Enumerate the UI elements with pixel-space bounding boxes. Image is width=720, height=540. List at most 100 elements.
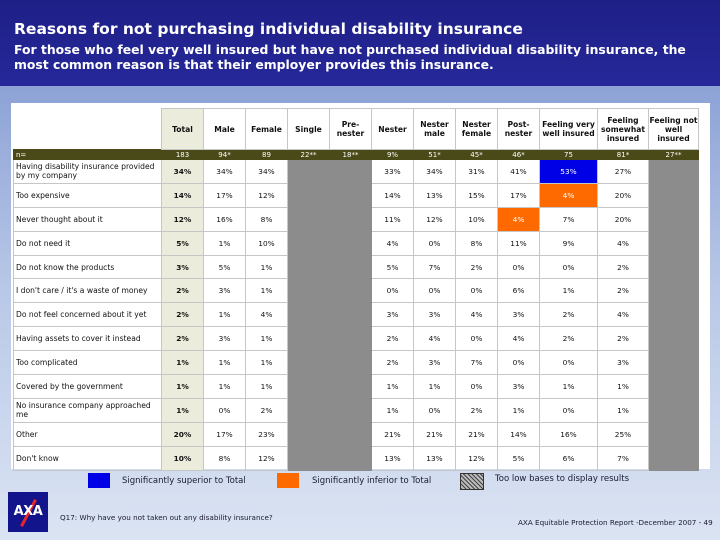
table-row: Too expensive 14% 17% 12% 14% 13% 15% 17% 4% 20% <box>13 182 699 208</box>
value-cell: 1% <box>245 326 288 352</box>
value-cell: 7% <box>597 445 649 471</box>
table-row: Do not need it 5% 1% 10% 4% 0% 8% 11% 9% 4% <box>13 230 699 256</box>
sample-size-value: 183 <box>161 149 204 160</box>
legend-superior-swatch <box>88 473 110 488</box>
value-cell: 6% <box>497 278 540 304</box>
column-header: Post- nester <box>497 108 540 150</box>
value-cell: 1% <box>413 374 456 399</box>
value-cell: 1% <box>245 350 288 376</box>
value-cell: 7% <box>413 254 456 280</box>
value-cell: 1% <box>203 374 246 399</box>
table-row: Too complicated 1% 1% 1% 2% 3% 7% 0% 0% 3% <box>13 350 699 376</box>
table-row: Do not know the products 3% 5% 1% 5% 7% 2% 0% 0%… <box>13 254 699 280</box>
footer-source: AXA Equitable Protection Report -Decembe… <box>518 518 713 527</box>
value-cell: 2% <box>455 397 498 423</box>
value-cell: 13% <box>413 445 456 471</box>
value-cell: 0% <box>203 397 246 423</box>
value-cell: 2% <box>455 254 498 280</box>
low-base-cell <box>329 230 372 256</box>
low-base-cell <box>648 206 699 232</box>
value-cell: 1% <box>245 374 288 399</box>
value-cell: 21% <box>371 421 414 447</box>
value-cell: 16% <box>203 206 246 232</box>
value-cell: 5% <box>161 230 204 256</box>
value-cell: 4% <box>597 230 649 256</box>
slide-header: Reasons for not purchasing individual di… <box>0 0 720 86</box>
value-cell: 33% <box>371 159 414 184</box>
low-base-cell <box>329 326 372 352</box>
value-cell: 1% <box>597 374 649 399</box>
value-cell: 3% <box>371 302 414 328</box>
value-cell: 17% <box>203 182 246 208</box>
value-cell: 21% <box>455 421 498 447</box>
value-cell: 2% <box>161 302 204 328</box>
value-cell: 5% <box>497 445 540 471</box>
value-cell: 8% <box>203 445 246 471</box>
column-header: Feeling not well insured <box>648 108 699 150</box>
value-cell: 3% <box>161 254 204 280</box>
value-cell: 12% <box>413 206 456 232</box>
low-base-cell <box>287 278 330 304</box>
value-cell: 3% <box>203 326 246 352</box>
value-cell: 3% <box>203 278 246 304</box>
value-cell: 21% <box>413 421 456 447</box>
sample-size-value: 27** <box>648 149 699 160</box>
value-cell: 2% <box>539 302 598 328</box>
low-base-cell <box>648 397 699 423</box>
value-cell: 1% <box>203 230 246 256</box>
value-cell: 4% <box>245 302 288 328</box>
legend-superior-label: Significantly superior to Total <box>122 476 246 486</box>
table-row: Other 20% 17% 23% 21% 21% 21% 14% 16% 25% <box>13 421 699 447</box>
low-base-cell <box>287 421 330 447</box>
value-cell: 10% <box>161 445 204 471</box>
low-base-cell <box>329 182 372 208</box>
value-cell: 5% <box>371 254 414 280</box>
axa-logo: AXA <box>8 492 48 532</box>
value-cell: 10% <box>455 206 498 232</box>
value-cell: 34% <box>413 159 456 184</box>
value-cell: 8% <box>245 206 288 232</box>
low-base-cell <box>648 421 699 447</box>
value-cell: 2% <box>161 326 204 352</box>
value-cell: 16% <box>539 421 598 447</box>
value-cell: 1% <box>371 397 414 423</box>
value-cell: 34% <box>161 159 204 184</box>
sample-size-value: 22** <box>287 149 330 160</box>
value-cell: 1% <box>539 374 598 399</box>
sample-size-value: 94* <box>203 149 246 160</box>
slide-title: Reasons for not purchasing individual di… <box>14 20 523 38</box>
value-cell: 3% <box>497 302 540 328</box>
value-cell: 14% <box>161 182 204 208</box>
legend-inferior-label: Significantly inferior to Total <box>312 476 432 486</box>
table-row: Covered by the government 1% 1% 1% 1% 1% 0% 3% 1… <box>13 374 699 399</box>
value-cell: 2% <box>161 278 204 304</box>
table-row: No insurance company approached me 1% 0% 2%… <box>13 397 699 423</box>
value-cell: 7% <box>455 350 498 376</box>
value-cell: 34% <box>245 159 288 184</box>
value-cell: 0% <box>413 230 456 256</box>
value-cell: 9% <box>539 230 598 256</box>
row-label: Covered by the government <box>13 374 162 399</box>
table-row: Never thought about it 12% 16% 8% 11% 12% 10% 4… <box>13 206 699 232</box>
sample-size-label: n= <box>13 149 162 160</box>
sample-size-value: 46* <box>497 149 540 160</box>
low-base-cell <box>648 350 699 376</box>
value-cell: 20% <box>161 421 204 447</box>
column-header: Female <box>245 108 288 150</box>
low-base-cell <box>648 278 699 304</box>
column-header: Single <box>287 108 330 150</box>
value-cell: 0% <box>371 278 414 304</box>
value-cell: 2% <box>371 326 414 352</box>
value-cell: 0% <box>497 350 540 376</box>
low-base-cell <box>329 278 372 304</box>
value-cell: 7% <box>539 206 598 232</box>
header-corner <box>13 108 162 150</box>
value-cell: 1% <box>161 397 204 423</box>
low-base-cell <box>329 254 372 280</box>
sample-size-value: 75 <box>539 149 598 160</box>
row-label: Do not know the products <box>13 254 162 280</box>
low-base-cell <box>648 230 699 256</box>
sample-size-row: n= 183 94* 89 22** 18** 9% 51* 45* 46* 75 81* 27** <box>13 149 699 160</box>
value-cell: 0% <box>539 254 598 280</box>
value-cell: 1% <box>597 397 649 423</box>
